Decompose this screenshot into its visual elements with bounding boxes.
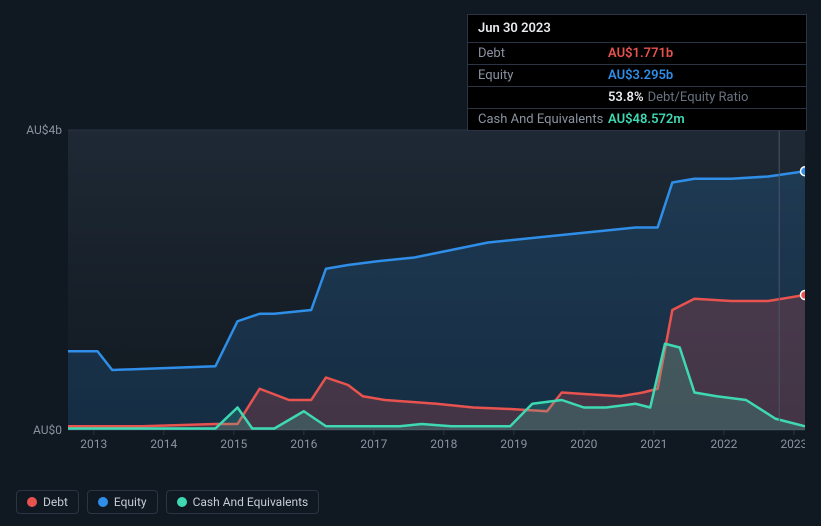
legend-label: Cash And Equivalents	[193, 495, 309, 509]
svg-text:2013: 2013	[80, 437, 107, 451]
tooltip-value: AU$48.572m	[608, 112, 685, 127]
tooltip-suffix: Debt/Equity Ratio	[648, 90, 749, 105]
svg-text:2016: 2016	[290, 437, 317, 451]
tooltip-value: AU$1.771b	[608, 46, 673, 61]
legend-label: Debt	[43, 495, 68, 509]
chart-legend: Debt Equity Cash And Equivalents	[16, 490, 319, 514]
legend-item[interactable]: Equity	[87, 490, 158, 514]
tooltip-label: Debt	[478, 46, 608, 61]
svg-text:2021: 2021	[640, 437, 667, 451]
tooltip-row: Cash And EquivalentsAU$48.572m	[468, 109, 806, 130]
svg-text:2023: 2023	[780, 437, 805, 451]
debt-equity-chart: AU$0 AU$4b 2013 2014 2015 2016 2017 2018 2019 202…	[16, 120, 805, 470]
svg-text:2018: 2018	[430, 437, 457, 451]
tooltip-value: AU$3.295b	[608, 68, 673, 83]
tooltip-value: 53.8%Debt/Equity Ratio	[608, 90, 748, 105]
tooltip-label	[478, 90, 608, 105]
svg-text:AU$4b: AU$4b	[26, 123, 62, 137]
svg-text:2014: 2014	[150, 437, 177, 451]
svg-text:2020: 2020	[570, 437, 597, 451]
tooltip-label: Equity	[478, 68, 608, 83]
legend-item[interactable]: Debt	[16, 490, 79, 514]
legend-dot-icon	[177, 497, 187, 507]
svg-text:AU$0: AU$0	[33, 423, 62, 437]
svg-text:2019: 2019	[500, 437, 527, 451]
svg-text:2015: 2015	[220, 437, 247, 451]
svg-text:2022: 2022	[710, 437, 737, 451]
legend-dot-icon	[98, 497, 108, 507]
tooltip-date: Jun 30 2023	[468, 15, 806, 43]
tooltip-row: EquityAU$3.295b	[468, 65, 806, 87]
tooltip-row: DebtAU$1.771b	[468, 43, 806, 65]
legend-label: Equity	[114, 495, 147, 509]
tooltip-row: 53.8%Debt/Equity Ratio	[468, 87, 806, 109]
hover-tooltip: Jun 30 2023 DebtAU$1.771bEquityAU$3.295b…	[467, 14, 807, 131]
svg-text:2017: 2017	[360, 437, 387, 451]
legend-item[interactable]: Cash And Equivalents	[166, 490, 320, 514]
tooltip-label: Cash And Equivalents	[478, 112, 608, 127]
legend-dot-icon	[27, 497, 37, 507]
